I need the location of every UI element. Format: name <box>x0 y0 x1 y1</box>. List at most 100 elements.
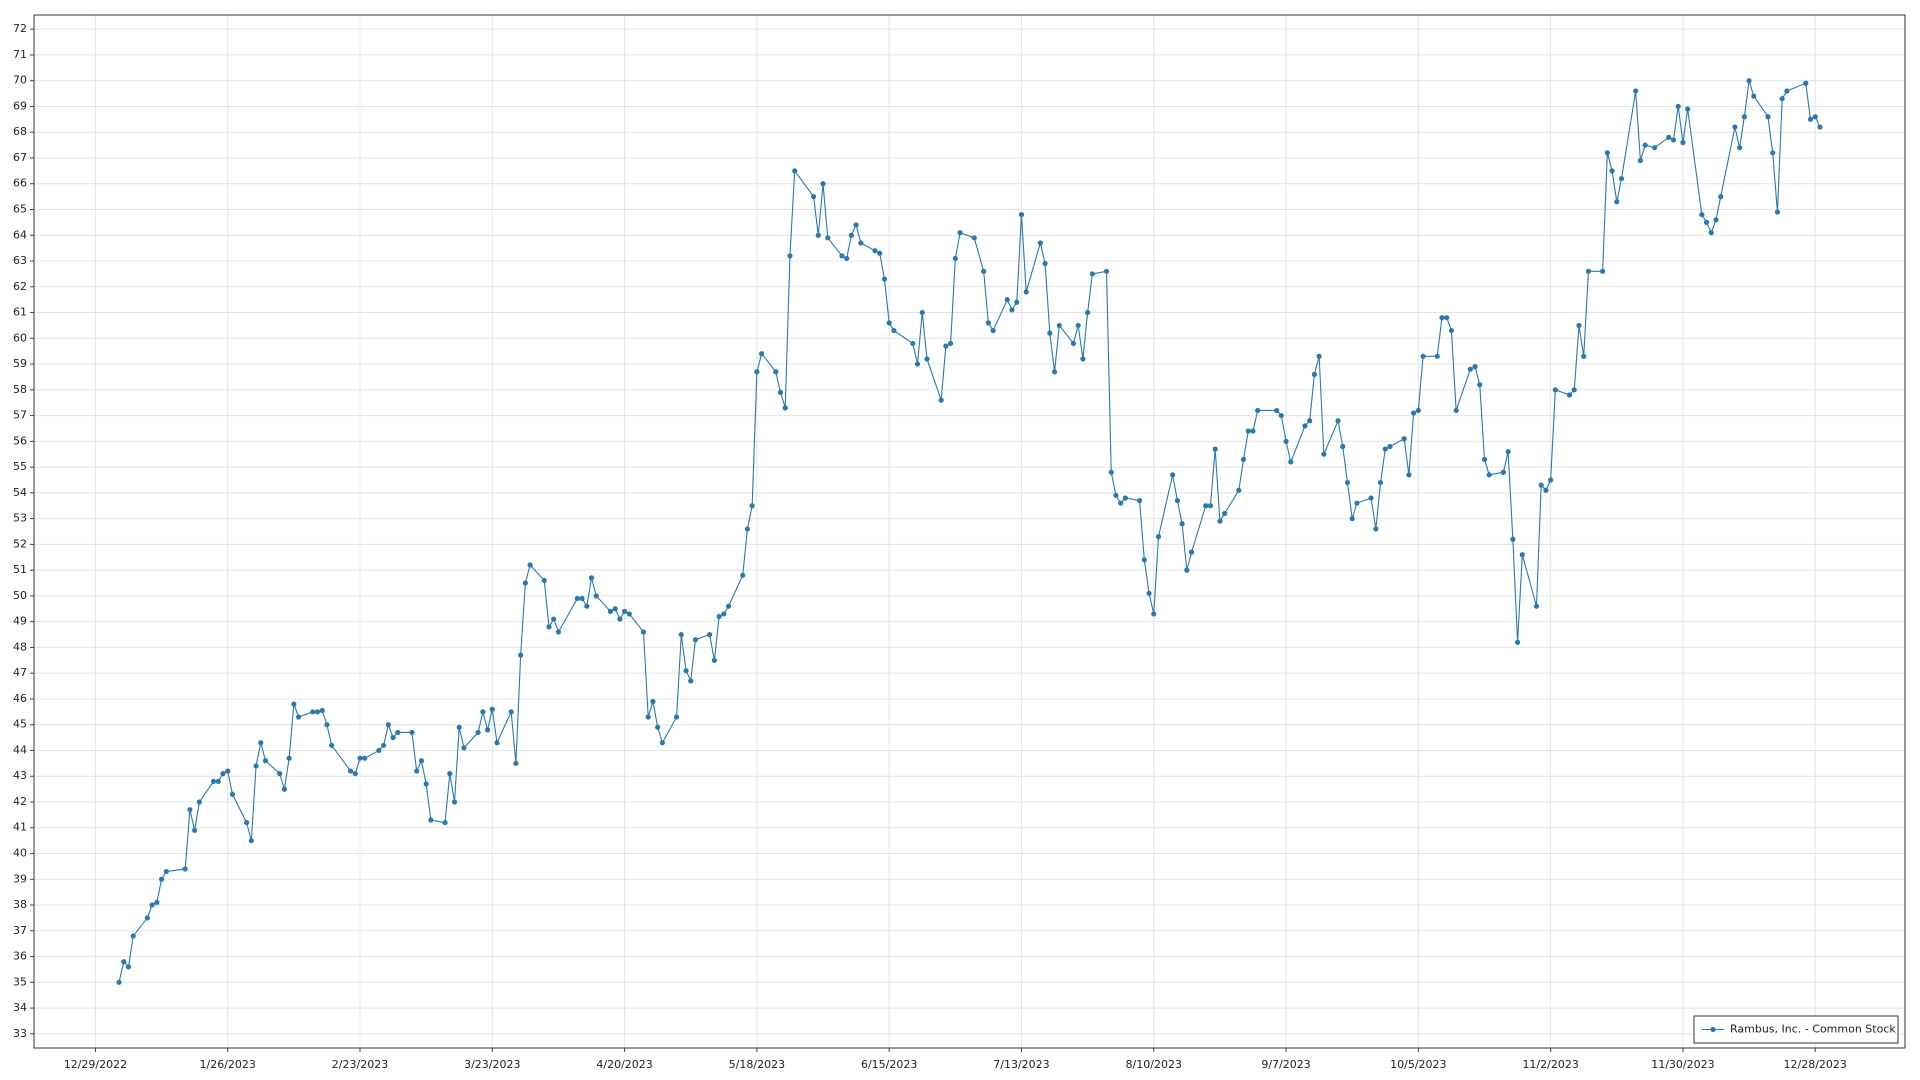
data-point <box>1510 536 1516 542</box>
data-point <box>1774 209 1781 215</box>
y-tick-label: 40 <box>13 847 27 860</box>
data-point <box>711 657 717 663</box>
data-point <box>1807 116 1814 122</box>
data-point <box>456 724 462 730</box>
data-point <box>1817 124 1823 130</box>
data-point <box>1170 472 1176 478</box>
data-point <box>688 678 694 684</box>
data-point <box>621 608 628 614</box>
data-point <box>1373 526 1379 532</box>
data-point <box>480 709 486 715</box>
series-line <box>118 80 1821 983</box>
data-point <box>1155 534 1162 540</box>
data-point <box>262 758 269 764</box>
data-point <box>1354 500 1360 506</box>
data-point <box>640 629 647 635</box>
y-tick-label: 72 <box>13 22 27 35</box>
data-point <box>740 572 746 578</box>
data-point <box>1477 382 1483 388</box>
data-point <box>357 755 363 761</box>
data-point <box>1321 451 1327 457</box>
y-tick-label: 49 <box>13 615 27 628</box>
data-point <box>347 768 354 774</box>
y-tick-label: 55 <box>13 460 27 473</box>
data-point <box>1302 423 1308 429</box>
y-tick-label: 58 <box>13 383 27 396</box>
data-point <box>1255 407 1261 414</box>
data-point <box>1737 145 1743 151</box>
data-point <box>1708 230 1714 236</box>
data-point <box>121 959 127 965</box>
data-point <box>329 742 335 748</box>
y-tick-label: 47 <box>13 666 27 679</box>
data-point <box>1472 364 1478 370</box>
y-tick-label: 51 <box>13 563 27 576</box>
data-point <box>418 758 425 764</box>
x-tick-label: 5/18/2023 <box>729 1058 785 1071</box>
data-point <box>957 230 963 236</box>
data-point <box>1732 124 1738 130</box>
data-point <box>541 577 547 584</box>
data-point <box>815 232 821 238</box>
y-tick-label: 64 <box>13 228 27 241</box>
x-tick-label: 12/29/2022 <box>64 1058 127 1071</box>
data-point <box>1651 145 1658 151</box>
data-point <box>1576 322 1582 329</box>
y-tick-label: 61 <box>13 306 27 319</box>
data-point <box>1741 114 1747 120</box>
data-point <box>423 781 429 787</box>
data-point <box>324 722 330 728</box>
data-point <box>617 616 623 622</box>
data-point <box>414 768 420 774</box>
data-point <box>607 608 614 614</box>
y-tick-label: 60 <box>13 331 27 344</box>
x-tick-label: 6/15/2023 <box>861 1058 917 1071</box>
data-point <box>1075 322 1081 329</box>
y-tick-label: 68 <box>13 125 27 138</box>
y-tick-label: 33 <box>13 1027 27 1040</box>
data-point <box>881 276 888 282</box>
data-point <box>1699 212 1705 218</box>
data-point <box>579 595 585 602</box>
data-point <box>286 755 292 761</box>
data-point <box>1009 307 1015 313</box>
y-tick-label: 59 <box>13 357 27 370</box>
data-point <box>1051 369 1058 375</box>
data-point <box>1349 516 1355 522</box>
y-tick-label: 48 <box>13 640 27 653</box>
data-point <box>1746 78 1752 84</box>
x-tick-label: 11/30/2023 <box>1651 1058 1714 1071</box>
data-point <box>1543 487 1549 493</box>
data-point <box>1222 510 1228 517</box>
y-tick-label: 66 <box>13 177 27 190</box>
data-point <box>1089 271 1095 277</box>
data-point <box>1514 639 1521 645</box>
data-point <box>1401 436 1407 442</box>
data-point <box>844 255 850 262</box>
data-point <box>626 611 632 617</box>
data-point <box>1023 289 1029 295</box>
x-tick-label: 12/28/2023 <box>1784 1058 1847 1071</box>
data-point <box>395 729 401 736</box>
data-point <box>588 575 595 581</box>
data-point <box>461 745 467 751</box>
data-point <box>612 606 618 612</box>
data-point <box>281 786 288 792</box>
data-point <box>593 593 599 599</box>
data-point <box>985 320 991 326</box>
data-point <box>130 933 136 939</box>
y-tick-label: 44 <box>13 743 27 756</box>
data-point <box>1486 472 1492 478</box>
data-point <box>659 740 665 746</box>
y-tick-label: 56 <box>13 434 27 447</box>
data-point <box>1179 521 1185 527</box>
data-point <box>1340 443 1346 450</box>
data-point <box>295 714 302 720</box>
data-point <box>390 734 396 741</box>
data-point <box>442 819 448 826</box>
data-point <box>1770 150 1776 156</box>
y-tick-label: 41 <box>13 821 27 834</box>
data-point <box>721 611 727 617</box>
data-point <box>258 740 264 746</box>
